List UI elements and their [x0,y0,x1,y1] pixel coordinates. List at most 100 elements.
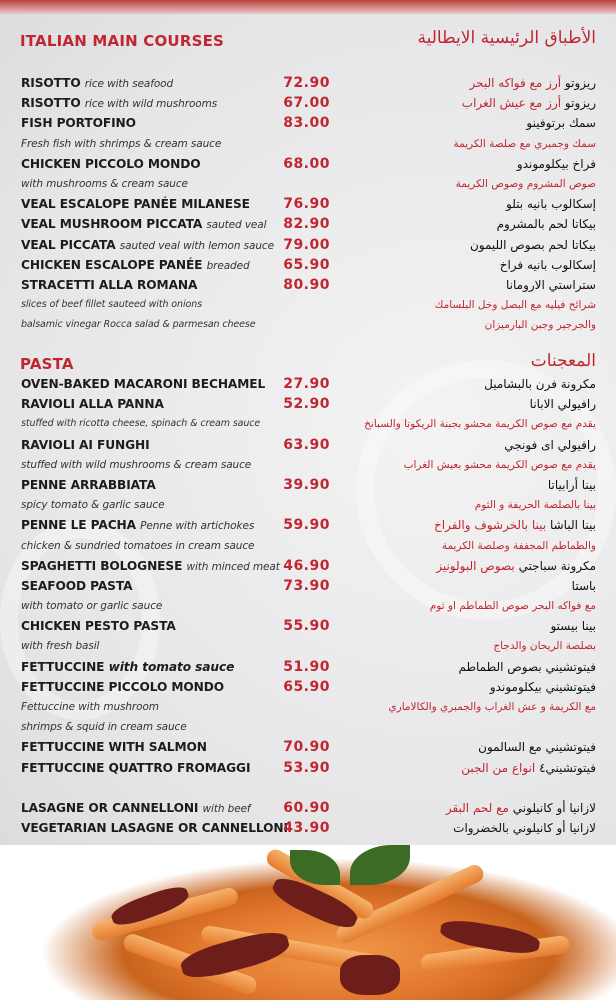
item-name-text: slices of beef fillet sauteed with onion… [21,299,202,311]
description-en: chicken & sundried tomatoes in cream sau… [21,536,254,556]
item-name-text: with fresh basil [21,640,100,653]
menu-item: VEAL PICCATA sauted veal with lemon sauc… [0,235,616,255]
item-detail-ar: مع لحم البقر [445,800,509,815]
item-name-en: PENNE LE PACHA Penne with artichokes [21,515,254,536]
item-name-ar-text: شرائح فيليه مع البصل وخل البلسامك [434,299,596,312]
menu-item: VEAL ESCALOPE PANÉE MILANESE 76.90 إسكالوب… [0,194,616,214]
item-name-ar-text: فيتوتشيني مع السالمون [478,740,596,755]
item-name-en: CHICKEN PESTO PASTA [21,616,176,636]
pasta-list: OVEN-BAKED MACARONI BECHAMEL 27.90 مكرونة … [0,374,616,838]
sundried-tomato [340,955,400,995]
item-price: 43.90 [283,820,330,837]
menu-item: RAVIOLI ALLA PANNA 52.90 رافيولي الابانا [0,394,616,414]
section-title-main-courses-arabic: الأطباق الرئيسية الايطالية [417,28,596,48]
item-price: 65.90 [283,256,330,273]
item-name-text: with mushrooms & cream sauce [21,177,188,190]
item-price: 65.90 [283,678,330,695]
item-name-ar: لازانيا أو كانيلوني مع لحم البقر [336,798,596,818]
item-name-text: CHICKEN PESTO PASTA [21,619,176,634]
item-name-en: PENNE ARRABBIATA [21,475,156,495]
item-detail-en: rice with seafood [84,78,174,90]
item-price: 82.90 [283,216,330,233]
item-name-text: Fresh fish with shrimps & cream sauce [21,137,222,150]
description-ar: مع فواكه البحر صوص الطماطم او ثوم [336,596,596,616]
item-name-en: VEAL MUSHROOM PICCATA sauted veal [21,214,267,235]
description-ar: يقدم مع صوص الكريمة محشو بجبنة الريكوتا … [336,414,596,434]
menu-item-description: Fettuccine with mushroom مع الكريمة و عش … [0,697,616,717]
item-name-ar-text: ستراستي الارومانا [506,277,596,292]
item-name-ar-text: لازانيا أو كانيلوني [512,800,596,815]
main-courses-list: RISOTTO rice with seafood 72.90 ريزوتو أرز… [0,73,616,335]
item-name-en: VEAL ESCALOPE PANÉE MILANESE [21,194,250,214]
menu-item-description: stuffed with wild mushrooms & cream sauc… [0,455,616,475]
item-name-en: FISH PORTOFINO [21,113,136,133]
item-name-en: SEAFOOD PASTA [21,576,133,596]
item-name-ar: فيتوتشيني بصوص الطماطم [336,657,596,677]
menu-item: CHICKEN PICCOLO MONDO 68.00 فراخ بيكلوموند… [0,154,616,174]
item-name-text: RISOTTO [21,76,81,90]
item-name-text: VEAL PICCATA [21,237,116,252]
menu-item-description: spicy tomato & garlic sauce بينا بالصلصة … [0,495,616,515]
item-price: 53.90 [283,759,330,776]
item-name-ar-text: ريزوتو [564,76,596,90]
item-name-ar-text: يقدم مع صوص الكريمة محشو بعيش الغراب [403,458,596,471]
menu-item: FETTUCCINE with tomato sauce 51.90 فيتوتشي… [0,657,616,677]
item-detail-ar: أرز مع فواكه البحر [469,76,562,90]
item-price: 83.00 [283,115,330,132]
item-price: 63.90 [283,436,330,453]
item-price: 80.90 [283,276,330,293]
item-name-ar: مكرونة سباجتي بصوص البولونيز [336,556,596,576]
item-price: 39.90 [283,476,330,493]
item-name-ar-text: رافيولي اى فونجي [504,437,596,452]
description-en: with tomato or garlic sauce [21,596,162,616]
item-name-en: STRACETTI ALLA ROMANA [21,275,197,295]
item-name-ar: رافيولي الابانا [336,394,596,414]
section-title-pasta: PASTA [20,355,74,373]
item-name-text: balsamic vinegar Rocca salad & parmesan … [21,319,256,331]
section-title-main-courses: ITALIAN MAIN COURSES [20,32,225,50]
menu-item: CHICKEN ESCALOPE PANÉE breaded 65.90 إسكال… [0,255,616,275]
item-name-text: chicken & sundried tomatoes in cream sau… [21,539,255,552]
item-name-ar-text: سمك برتوفينو [526,116,596,131]
description-ar: شرائح فيليه مع البصل وخل البلسامك [336,295,596,315]
item-name-en: RAVIOLI ALLA PANNA [21,394,164,414]
menu-item: FETTUCCINE PICCOLO MONDO 65.90 فيتوتشيني ب… [0,677,616,697]
item-name-en: VEAL PICCATA sauted veal with lemon sauc… [21,235,274,256]
item-price: 70.90 [283,739,330,756]
menu-item-description: stuffed with ricotta cheese, spinach & c… [0,414,616,434]
description-ar: يقدم مع صوص الكريمة محشو بعيش الغراب [336,455,596,475]
menu-item: CHICKEN PESTO PASTA 55.90 بينا بيستو [0,616,616,636]
menu-item-description: with mushrooms & cream sauce صوص المشروم … [0,174,616,194]
menu-item: FISH PORTOFINO 83.00 سمك برتوفينو [0,113,616,133]
description-en: balsamic vinegar Rocca salad & parmesan … [21,315,256,335]
item-name-ar-text: بينا الباشا [549,518,596,533]
item-detail-ar: أرز مع عيش الغراب [461,96,562,111]
description-en: with fresh basil [21,636,99,656]
item-price: 46.90 [283,557,330,574]
item-name-en: CHICKEN PICCOLO MONDO [21,154,201,174]
item-detail-ar: بينا بالخرشوف والفراخ [434,518,547,533]
item-detail-en: sauted veal with lemon sauce [119,239,274,252]
item-name-ar-text: يقدم مع صوص الكريمة محشو بجبنة الريكوتا … [364,418,596,431]
spacer [0,778,616,798]
description-ar: والجرجير وجبن البارميزان [336,315,596,335]
item-name-ar: مكرونة فرن بالبشاميل [336,374,596,394]
menu-item: SEAFOOD PASTA 73.90 باستا [0,576,616,596]
item-name-ar: ستراستي الارومانا [336,275,596,295]
item-name-ar-text: مع فواكه البحر صوص الطماطم او ثوم [429,600,596,613]
item-name-text: VEGETARIAN LASAGNE OR CANNELLONI [21,821,288,836]
item-name-ar: بينا بيستو [336,616,596,636]
item-name-ar: فراخ بيكلوموندو [336,154,596,174]
description-ar: صوص المشروم وصوص الكريمة [336,174,596,194]
item-detail-en: breaded [206,259,250,272]
item-name-text: stuffed with ricotta cheese, spinach & c… [21,418,261,430]
item-name-text: RAVIOLI AI FUNGHI [21,437,150,452]
description-ar: بينا بالصلصة الحريفة و الثوم [336,495,596,515]
item-name-text: SPAGHETTI BOLOGNESE [21,558,183,573]
item-name-ar-text: باستا [571,578,596,593]
item-price: 72.90 [283,75,330,91]
item-price: 55.90 [283,618,330,635]
item-name-en: FETTUCCINE WITH SALMON [21,737,207,757]
item-name-text: PENNE ARRABBIATA [21,477,156,492]
item-name-ar-text: لازانيا أو كانيلوني بالخضروات [453,821,596,836]
